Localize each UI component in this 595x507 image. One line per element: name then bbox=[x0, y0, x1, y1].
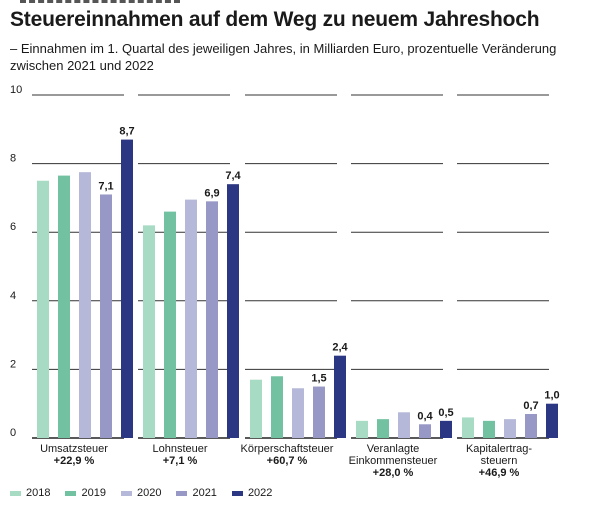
bar-2019 bbox=[58, 175, 70, 439]
legend-swatch bbox=[10, 490, 21, 496]
data-label: 7,1 bbox=[98, 180, 113, 192]
bar-2020 bbox=[292, 388, 304, 438]
y-tick-label: 2 bbox=[10, 358, 16, 370]
legend-label: 2021 bbox=[192, 487, 217, 499]
data-label: 0,4 bbox=[417, 410, 433, 422]
bar-2021 bbox=[100, 194, 112, 438]
category-label: Kapitalertrag- bbox=[466, 443, 532, 455]
chart-subtitle: – Einnahmen im 1. Quartal des jeweiligen… bbox=[10, 41, 557, 73]
data-label: 6,9 bbox=[204, 187, 219, 199]
chart-legend: 2018 2019 2020 2021 2022 bbox=[10, 487, 272, 499]
bar-chart: 0 2 4 6 8 10 7,1 8,7 Umsatzsteuer+22,9 % 6,9 7,4 Lo… bbox=[10, 84, 560, 479]
top-decorative-line bbox=[20, 0, 180, 3]
change-label: +7,1 % bbox=[163, 455, 198, 467]
category-label: steuern bbox=[481, 455, 518, 467]
data-label: 0,5 bbox=[438, 407, 453, 419]
legend-label: 2019 bbox=[81, 487, 106, 499]
bar-2018 bbox=[462, 417, 474, 438]
legend-swatch bbox=[176, 490, 188, 496]
legend-label: 2020 bbox=[136, 487, 162, 499]
bar-2020 bbox=[79, 172, 91, 439]
legend-swatch bbox=[231, 490, 243, 496]
bar-2022 bbox=[227, 184, 239, 438]
data-label: 0,7 bbox=[523, 400, 538, 412]
bar-2019 bbox=[483, 420, 495, 438]
bar-2022 bbox=[334, 355, 346, 438]
bar-2018 bbox=[37, 180, 49, 438]
chart-title: Steuereinnahmen auf dem Weg zu neuem Jah… bbox=[10, 8, 540, 31]
bar-2020 bbox=[185, 199, 197, 438]
category-label: Umsatzsteuer bbox=[40, 443, 108, 455]
bar-2020 bbox=[504, 419, 516, 438]
legend-swatch bbox=[65, 490, 77, 496]
data-label: 8,7 bbox=[119, 126, 134, 138]
y-tick-label: 4 bbox=[10, 290, 16, 302]
category-label: Körperschaftsteuer bbox=[241, 443, 334, 455]
change-label: +60,7 % bbox=[267, 455, 308, 467]
category-label: Einkommensteuer bbox=[349, 455, 438, 467]
bar-2022 bbox=[546, 403, 558, 438]
y-tick-label: 10 bbox=[10, 84, 22, 96]
legend-item: 2018 bbox=[10, 487, 50, 499]
bar-2020 bbox=[398, 412, 410, 438]
change-label: +28,0 % bbox=[373, 467, 414, 479]
legend-item: 2020 bbox=[120, 487, 162, 499]
bar-2022 bbox=[121, 139, 133, 438]
data-label: 7,4 bbox=[225, 170, 241, 182]
legend-item: 2019 bbox=[65, 487, 106, 499]
bar-2019 bbox=[271, 376, 283, 438]
legend-swatch bbox=[120, 490, 132, 496]
y-tick-label: 6 bbox=[10, 221, 16, 233]
change-label: +22,9 % bbox=[54, 455, 95, 467]
data-label: 1,0 bbox=[544, 390, 559, 402]
bar-2021 bbox=[206, 201, 218, 438]
bar-2021 bbox=[313, 386, 325, 438]
bar-2018 bbox=[250, 379, 262, 438]
bar-2019 bbox=[164, 211, 176, 438]
bar-2019 bbox=[377, 419, 389, 438]
legend-item: 2022 bbox=[231, 487, 273, 499]
category-label: Lohnsteuer bbox=[152, 443, 207, 455]
bar-2021 bbox=[525, 413, 537, 438]
category-label: Veranlagte bbox=[367, 443, 420, 455]
bar-2018 bbox=[356, 420, 368, 438]
y-tick-label: 8 bbox=[10, 153, 16, 165]
legend-label: 2018 bbox=[26, 487, 51, 499]
legend-item: 2021 bbox=[176, 487, 217, 499]
data-label: 2,4 bbox=[332, 342, 348, 354]
change-label: +46,9 % bbox=[479, 467, 520, 479]
bar-2018 bbox=[143, 225, 155, 438]
bar-2022 bbox=[440, 420, 452, 438]
bar-2021 bbox=[419, 424, 431, 438]
legend-label: 2022 bbox=[247, 487, 273, 499]
data-label: 1,5 bbox=[311, 373, 326, 385]
y-tick-label: 0 bbox=[10, 427, 16, 439]
